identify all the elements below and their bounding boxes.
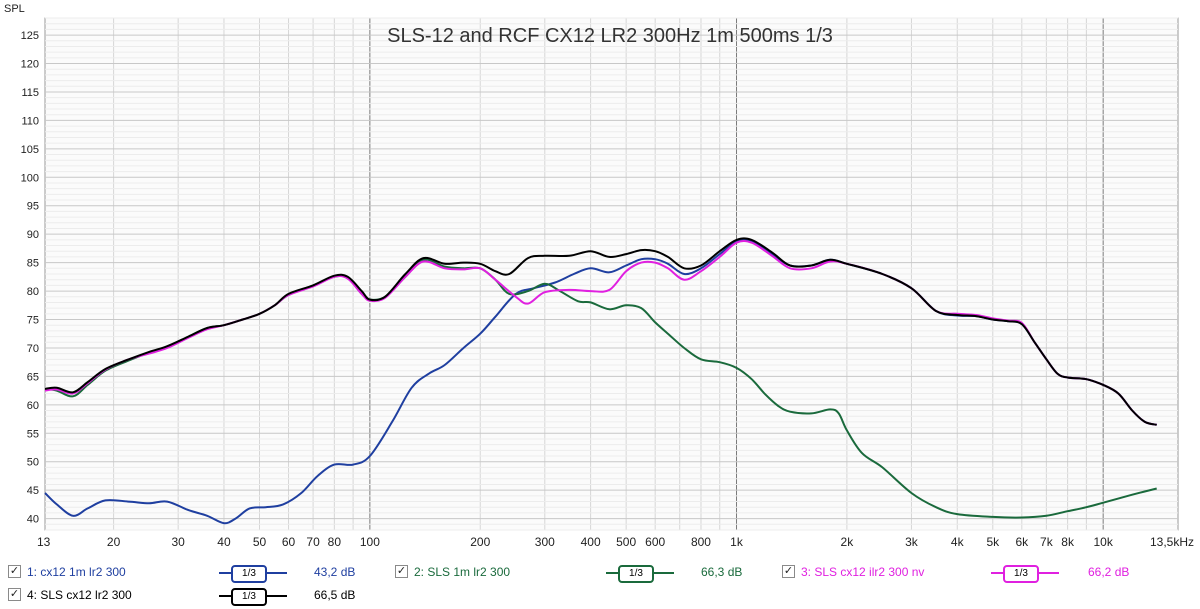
legend-row: ✓ 1: cx12 1m lr2 300 1/3 43,2 dB ✓ 2: SL… (0, 563, 1200, 583)
series-3-label: 3: SLS cx12 ilr2 300 nv (801, 565, 925, 579)
x-tick-label: 6k (1015, 535, 1029, 549)
x-tick-label: 300 (535, 535, 555, 549)
x-tick-label: 13,5kHz (1150, 535, 1194, 549)
x-tick-label: 7k (1040, 535, 1054, 549)
grid (45, 17, 1178, 531)
series-4-label: 4: SLS cx12 lr2 300 (27, 588, 132, 602)
series-4-checkbox[interactable]: ✓ (8, 588, 21, 601)
series-2-checkbox[interactable]: ✓ (395, 565, 408, 578)
y-axis-label: SPL (4, 3, 25, 15)
x-tick-label: 40 (217, 535, 231, 549)
series-4-smoothing-button[interactable]: 1/3 (219, 587, 287, 606)
series-3-smoothing-label: 1/3 (1003, 565, 1039, 583)
x-tick-label: 10k (1093, 535, 1113, 549)
legend-row: ✓ 4: SLS cx12 lr2 300 1/3 66,5 dB (0, 586, 1200, 606)
x-axis-tick-labels: 13 20 30 40 50 60 70 80 100 200 300 400 500 600 800 1k 2… (37, 535, 1194, 549)
x-tick-label: 800 (691, 535, 711, 549)
y-tick-label: 95 (27, 201, 39, 213)
series-layer (44, 237, 1157, 525)
series-1-label: 1: cx12 1m lr2 300 (27, 565, 126, 579)
y-tick-label: 120 (21, 59, 39, 71)
x-tick-label: 13 (37, 535, 51, 549)
x-tick-label: 200 (470, 535, 490, 549)
y-tick-label: 45 (27, 485, 39, 497)
y-tick-label: 65 (27, 371, 39, 383)
legend-item-3: ✓ 3: SLS cx12 ilr2 300 nv 1/3 66,2 dB (782, 563, 1162, 583)
chart: 40 45 50 55 60 65 70 75 80 85 90 95 100 105 110 115 120 1… (4, 3, 1194, 549)
x-tick-label: 4k (951, 535, 965, 549)
series-line-4 (44, 237, 1157, 426)
y-tick-label: 70 (27, 343, 39, 355)
x-tick-label: 60 (282, 535, 296, 549)
y-tick-label: 125 (21, 30, 39, 42)
series-4-value: 66,5 dB (314, 588, 356, 602)
y-tick-label: 110 (21, 115, 39, 127)
legend-item-2: ✓ 2: SLS 1m lr2 300 1/3 66,3 dB (395, 563, 765, 583)
series-2-smoothing-label: 1/3 (618, 565, 654, 583)
x-tick-label: 100 (360, 535, 380, 549)
y-tick-label: 40 (27, 514, 39, 526)
x-tick-label: 50 (253, 535, 267, 549)
y-tick-label: 60 (27, 400, 39, 412)
x-tick-label: 20 (107, 535, 121, 549)
x-tick-label: 400 (581, 535, 601, 549)
series-1-smoothing-label: 1/3 (231, 565, 267, 583)
y-tick-label: 85 (27, 258, 39, 270)
y-tick-label: 55 (27, 428, 39, 440)
y-tick-label: 75 (27, 315, 39, 327)
series-3-checkbox[interactable]: ✓ (782, 565, 795, 578)
x-tick-label: 600 (645, 535, 665, 549)
x-tick-label: 8k (1061, 535, 1075, 549)
x-tick-label: 3k (905, 535, 919, 549)
series-3-smoothing-button[interactable]: 1/3 (991, 564, 1059, 583)
series-2-value: 66,3 dB (701, 565, 743, 579)
x-tick-label: 70 (306, 535, 320, 549)
y-tick-label: 100 (21, 172, 39, 184)
legend-item-4: ✓ 4: SLS cx12 lr2 300 1/3 66,5 dB (8, 586, 368, 606)
x-tick-label: 80 (328, 535, 342, 549)
y-axis-tick-labels: 40 45 50 55 60 65 70 75 80 85 90 95 100 105 110 115 120 1… (21, 30, 39, 526)
series-2-label: 2: SLS 1m lr2 300 (414, 565, 511, 579)
series-1-smoothing-button[interactable]: 1/3 (219, 564, 287, 583)
series-1-value: 43,2 dB (314, 565, 356, 579)
x-tick-label: 1k (730, 535, 744, 549)
series-2-smoothing-button[interactable]: 1/3 (606, 564, 674, 583)
y-tick-label: 90 (27, 229, 39, 241)
x-tick-label: 5k (986, 535, 1000, 549)
y-tick-label: 105 (21, 144, 39, 156)
series-3-value: 66,2 dB (1088, 565, 1130, 579)
y-tick-label: 50 (27, 457, 39, 469)
y-tick-label: 80 (27, 286, 39, 298)
x-tick-label: 2k (841, 535, 855, 549)
series-4-smoothing-label: 1/3 (231, 588, 267, 606)
legend: ✓ 1: cx12 1m lr2 300 1/3 43,2 dB ✓ 2: SL… (0, 558, 1200, 609)
series-1-checkbox[interactable]: ✓ (8, 565, 21, 578)
chart-title: SLS-12 and RCF CX12 LR2 300Hz 1m 500ms 1… (387, 25, 833, 47)
x-tick-label: 500 (616, 535, 636, 549)
legend-item-1: ✓ 1: cx12 1m lr2 300 1/3 43,2 dB (8, 563, 368, 583)
y-tick-label: 115 (21, 87, 39, 99)
x-tick-label: 30 (171, 535, 185, 549)
